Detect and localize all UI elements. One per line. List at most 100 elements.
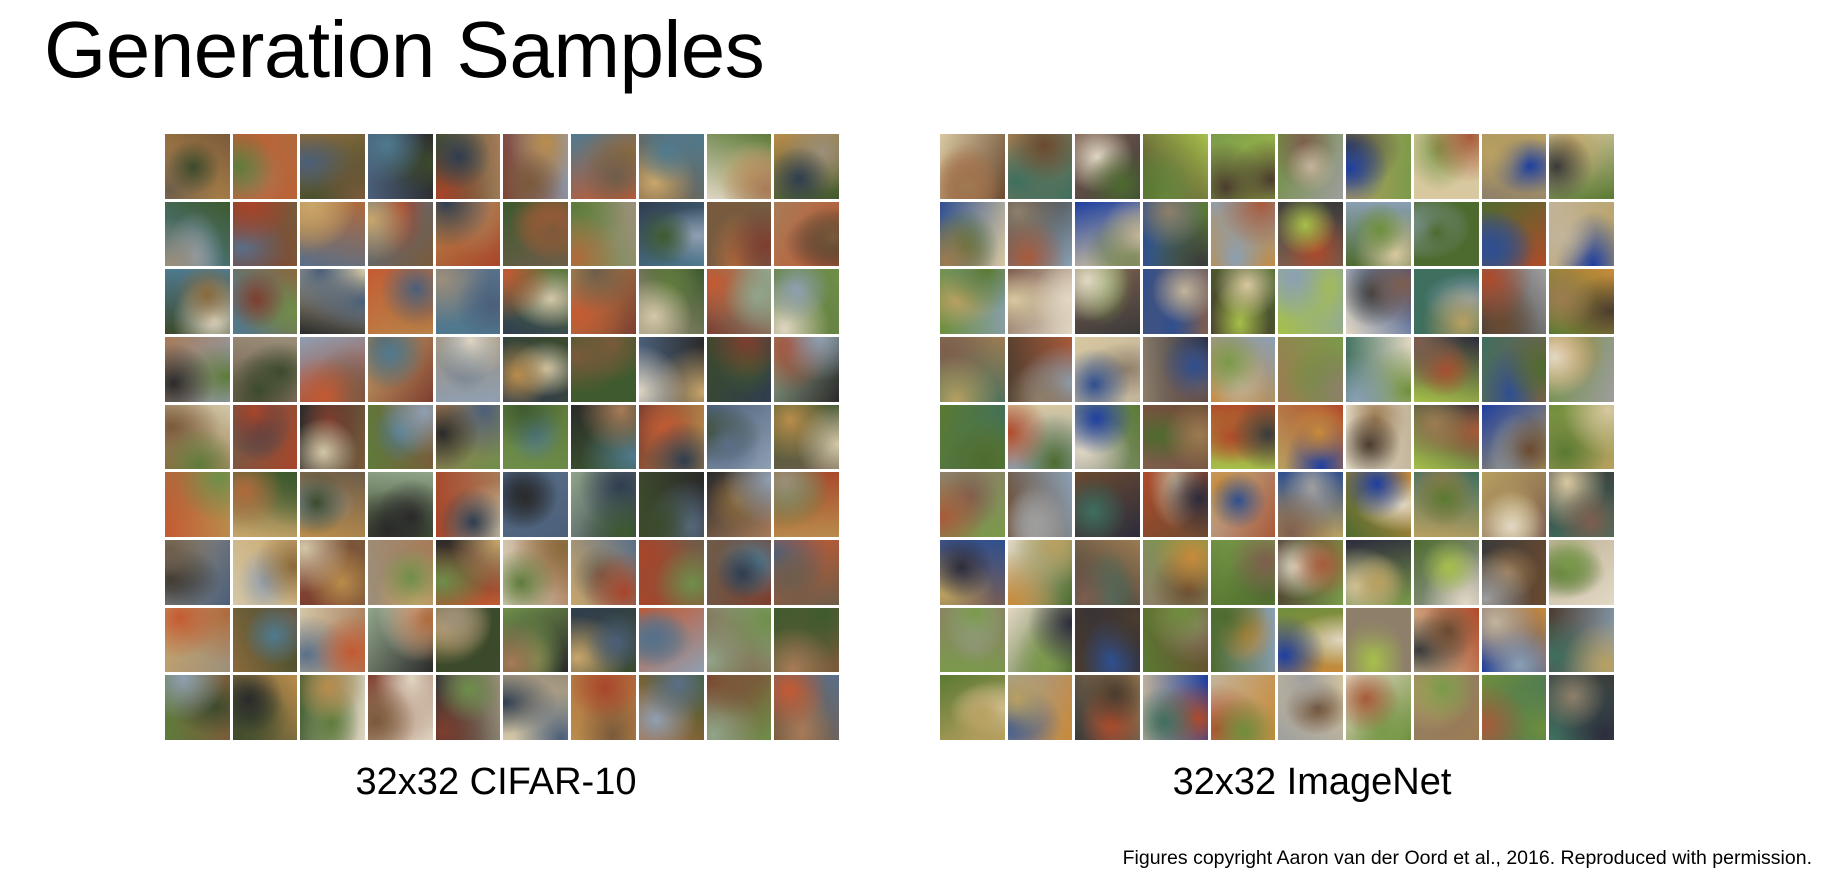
sample-image bbox=[774, 269, 839, 334]
sample-image bbox=[232, 472, 298, 537]
sample-image bbox=[368, 472, 433, 537]
sample-image bbox=[300, 269, 366, 334]
sample-image bbox=[774, 201, 839, 267]
sample-image bbox=[165, 134, 230, 199]
sample-image bbox=[706, 539, 772, 605]
sample-image bbox=[571, 675, 636, 740]
sample-image bbox=[1278, 404, 1344, 470]
sample-image bbox=[1007, 404, 1073, 470]
sample-image bbox=[1143, 201, 1208, 267]
sample-image bbox=[1210, 336, 1276, 402]
sample-image bbox=[1413, 472, 1479, 537]
sample-image bbox=[638, 404, 704, 470]
sample-image bbox=[503, 201, 569, 267]
sample-image bbox=[774, 539, 839, 605]
sample-image bbox=[940, 607, 1005, 673]
sample-image bbox=[1075, 404, 1141, 470]
sample-image bbox=[1481, 539, 1547, 605]
sample-image bbox=[1346, 404, 1411, 470]
sample-image bbox=[1413, 539, 1479, 605]
sample-image bbox=[1075, 607, 1141, 673]
sample-image bbox=[571, 336, 636, 402]
sample-image bbox=[165, 472, 230, 537]
sample-image bbox=[1549, 472, 1614, 537]
sample-image bbox=[1007, 539, 1073, 605]
sample-image bbox=[368, 404, 433, 470]
sample-image bbox=[1007, 269, 1073, 334]
sample-image bbox=[1143, 539, 1208, 605]
sample-image bbox=[435, 201, 501, 267]
sample-image bbox=[1481, 472, 1547, 537]
sample-image bbox=[940, 675, 1005, 740]
imagenet-sample-grid bbox=[940, 134, 1614, 740]
sample-image bbox=[300, 336, 366, 402]
sample-image bbox=[1210, 269, 1276, 334]
sample-image bbox=[1210, 607, 1276, 673]
sample-image bbox=[1549, 607, 1614, 673]
sample-image bbox=[1413, 675, 1479, 740]
sample-image bbox=[940, 472, 1005, 537]
sample-image bbox=[232, 607, 298, 673]
sample-image bbox=[1346, 607, 1411, 673]
sample-image bbox=[1413, 201, 1479, 267]
sample-image bbox=[1481, 269, 1547, 334]
sample-image bbox=[232, 269, 298, 334]
sample-image bbox=[1075, 472, 1141, 537]
sample-image bbox=[1210, 675, 1276, 740]
sample-image bbox=[1549, 336, 1614, 402]
sample-image bbox=[1007, 472, 1073, 537]
sample-image bbox=[1278, 134, 1344, 199]
sample-image bbox=[1549, 675, 1614, 740]
sample-image bbox=[165, 675, 230, 740]
copyright-credit: Figures copyright Aaron van der Oord et … bbox=[1122, 847, 1812, 869]
sample-image bbox=[774, 404, 839, 470]
sample-image bbox=[638, 539, 704, 605]
sample-image bbox=[503, 336, 569, 402]
sample-image bbox=[232, 675, 298, 740]
sample-image bbox=[706, 336, 772, 402]
sample-image bbox=[1210, 472, 1276, 537]
sample-image bbox=[1346, 336, 1411, 402]
sample-image bbox=[503, 675, 569, 740]
cifar10-sample-grid bbox=[165, 134, 839, 740]
sample-image bbox=[165, 539, 230, 605]
sample-image bbox=[1210, 404, 1276, 470]
sample-image bbox=[165, 269, 230, 334]
sample-image bbox=[368, 336, 433, 402]
sample-image bbox=[1278, 201, 1344, 267]
imagenet-caption: 32x32 ImageNet bbox=[1172, 761, 1452, 803]
sample-image bbox=[1143, 472, 1208, 537]
sample-image bbox=[435, 134, 501, 199]
sample-image bbox=[571, 134, 636, 199]
sample-image bbox=[368, 539, 433, 605]
sample-image bbox=[774, 607, 839, 673]
cifar10-caption: 32x32 CIFAR-10 bbox=[355, 761, 637, 803]
sample-image bbox=[571, 539, 636, 605]
sample-image bbox=[1075, 539, 1141, 605]
sample-image bbox=[165, 201, 230, 267]
sample-image bbox=[1278, 336, 1344, 402]
sample-image bbox=[774, 134, 839, 199]
sample-image bbox=[706, 675, 772, 740]
sample-image bbox=[1346, 472, 1411, 537]
sample-image bbox=[165, 404, 230, 470]
sample-image bbox=[1481, 201, 1547, 267]
sample-image bbox=[165, 607, 230, 673]
sample-image bbox=[300, 675, 366, 740]
sample-image bbox=[1413, 336, 1479, 402]
sample-image bbox=[503, 539, 569, 605]
sample-image bbox=[435, 336, 501, 402]
sample-image bbox=[774, 472, 839, 537]
sample-image bbox=[571, 404, 636, 470]
sample-image bbox=[638, 472, 704, 537]
sample-image bbox=[940, 336, 1005, 402]
sample-image bbox=[571, 607, 636, 673]
sample-image bbox=[1143, 607, 1208, 673]
sample-image bbox=[706, 404, 772, 470]
sample-image bbox=[368, 201, 433, 267]
sample-image bbox=[1346, 675, 1411, 740]
sample-image bbox=[571, 201, 636, 267]
sample-image bbox=[774, 675, 839, 740]
sample-image bbox=[368, 675, 433, 740]
sample-image bbox=[706, 472, 772, 537]
